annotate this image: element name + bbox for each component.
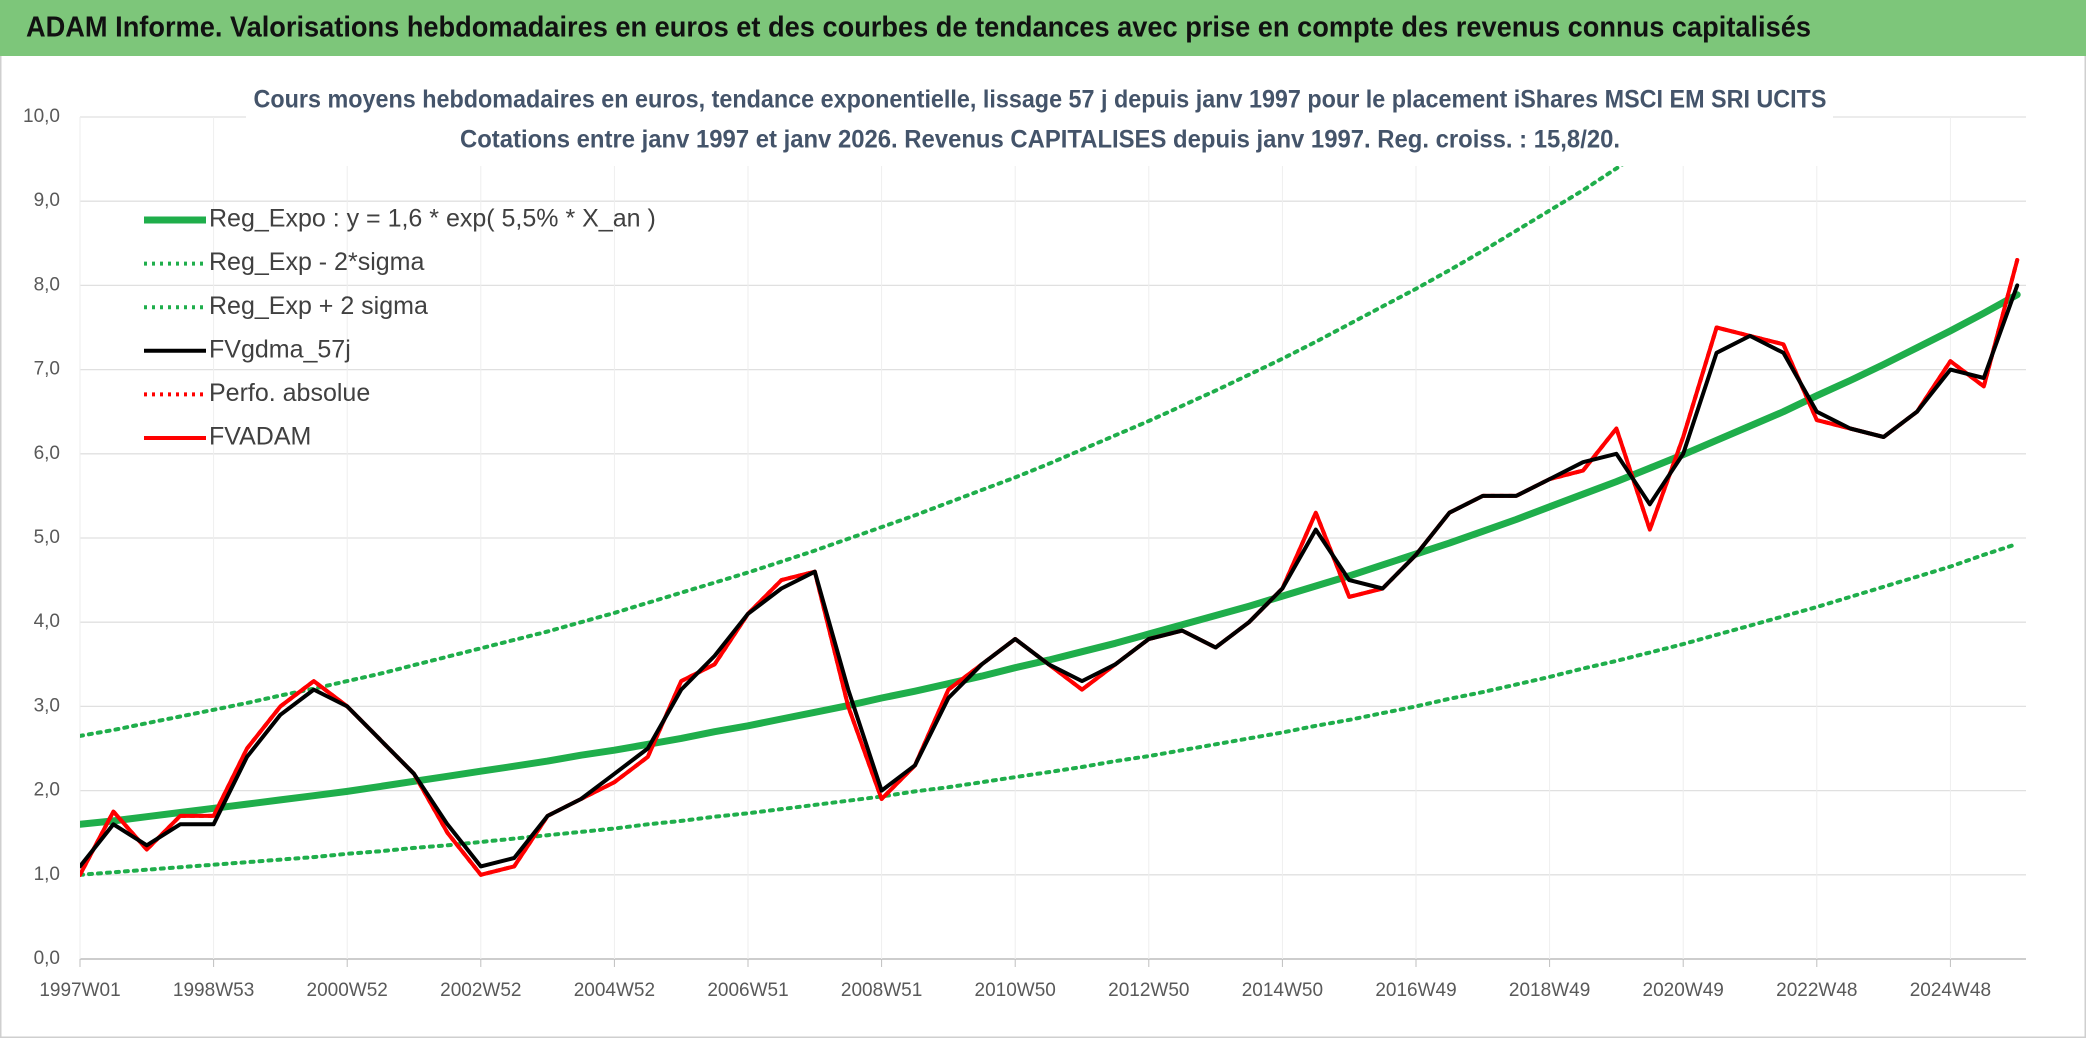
y-tick-label: 3,0 bbox=[34, 695, 60, 716]
grid: 0,0 1,0 2,0 3,0 4,0 5,0 6,0 7,0 8,0 9,0 10,0 1997W0… bbox=[23, 106, 2026, 1001]
y-tick-label: 9,0 bbox=[34, 190, 60, 211]
x-tick-label: 2022W48 bbox=[1776, 980, 1857, 1001]
x-tick-label: 2006W51 bbox=[707, 980, 788, 1001]
x-tick-label: 2010W50 bbox=[975, 980, 1056, 1001]
subtitle-box bbox=[246, 80, 1833, 166]
subtitle-line: Cotations entre janv 1997 et janv 2026. … bbox=[460, 126, 1620, 154]
legend-label: Reg_Exp - 2*sigma bbox=[209, 248, 424, 276]
y-tick-label: 2,0 bbox=[34, 780, 60, 801]
x-tick-label: 2002W52 bbox=[440, 980, 521, 1001]
y-tick-label: 0,0 bbox=[34, 948, 60, 969]
series-line bbox=[80, 291, 2021, 828]
legend-label: Reg_Expo : y = 1,6 * exp( 5,5% * X_an ) bbox=[209, 205, 656, 233]
x-tick-label: 2024W48 bbox=[1910, 980, 1991, 1001]
legend-label: Perfo. absolue bbox=[209, 379, 370, 407]
y-tick-label: 4,0 bbox=[34, 611, 60, 632]
legend-label: FVADAM bbox=[209, 423, 311, 451]
legend-label: Reg_Exp + 2 sigma bbox=[209, 292, 428, 320]
chart-title: ADAM Informe. Valorisations hebdomadaire… bbox=[26, 12, 1811, 44]
x-tick-label: 2000W52 bbox=[307, 980, 388, 1001]
x-tick-label: 1997W01 bbox=[39, 980, 120, 1001]
legend-label: FVgdma_57j bbox=[209, 335, 351, 363]
x-tick-label: 2018W49 bbox=[1509, 980, 1590, 1001]
plot-area bbox=[80, 117, 2021, 877]
x-tick-label: 2012W50 bbox=[1108, 980, 1189, 1001]
legend: Reg_Expo : y = 1,6 * exp( 5,5% * X_an ) R… bbox=[144, 205, 656, 451]
x-tick-label: 2016W49 bbox=[1375, 980, 1456, 1001]
series-line bbox=[80, 283, 2020, 869]
x-tick-label: 2004W52 bbox=[574, 980, 655, 1001]
y-tick-label: 1,0 bbox=[34, 864, 60, 885]
y-tick-label: 6,0 bbox=[34, 443, 60, 464]
y-tick-label: 8,0 bbox=[34, 274, 60, 295]
y-tick-label: 7,0 bbox=[34, 359, 60, 380]
y-tick-label: 10,0 bbox=[23, 106, 60, 127]
x-tick-label: 2008W51 bbox=[841, 980, 922, 1001]
x-tick-label: 2020W49 bbox=[1643, 980, 1724, 1001]
series-line bbox=[80, 117, 1697, 738]
x-tick-label: 1998W53 bbox=[173, 980, 254, 1001]
title-bar bbox=[0, 0, 2086, 56]
x-tick-label: 2014W50 bbox=[1242, 980, 1323, 1001]
y-tick-label: 5,0 bbox=[34, 527, 60, 548]
subtitle-line: Cours moyens hebdomadaires en euros, ten… bbox=[254, 86, 1827, 114]
series-line bbox=[80, 541, 2020, 877]
